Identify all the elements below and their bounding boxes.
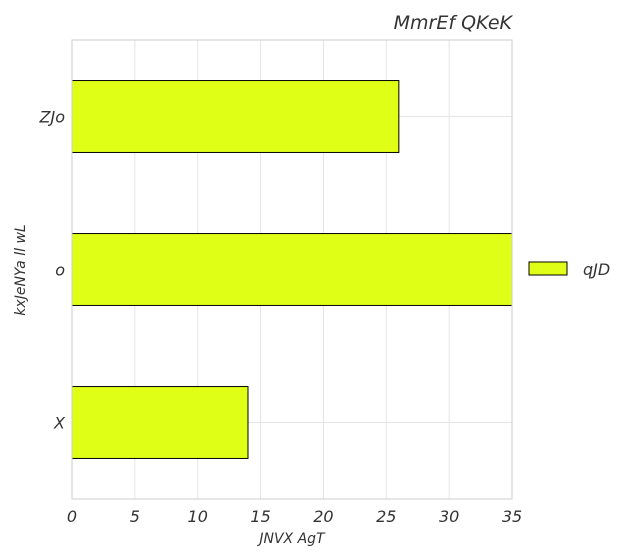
y-axis-label: kxJeNYa ll wL (13, 224, 29, 315)
x-tick-label: 5 (130, 507, 140, 526)
y-tick-labels: ZJo o X (39, 108, 67, 433)
x-tick-label: 25 (376, 507, 396, 526)
chart-title: MmrEf QKeK (394, 12, 514, 34)
x-tick-label: 0 (67, 507, 77, 526)
y-tick-label: X (53, 414, 66, 433)
bar-ZJo (71, 80, 400, 153)
y-tick-label: o (55, 261, 65, 280)
x-tick-label: 10 (188, 507, 208, 526)
legend-swatch (528, 261, 568, 276)
x-tick-label: 35 (502, 507, 522, 526)
x-tick-labels: 0 5 10 15 20 25 30 35 (67, 507, 522, 526)
x-tick-label: 30 (439, 507, 459, 526)
y-tick-label: ZJo (39, 108, 66, 127)
bar-o (71, 233, 513, 306)
legend-label: qJD (583, 260, 610, 279)
x-tick-label: 20 (313, 507, 333, 526)
legend: qJD (528, 260, 610, 279)
x-axis-label: JNVX AgT (256, 531, 326, 547)
x-tick-label: 15 (250, 507, 270, 526)
bar-X (71, 386, 249, 459)
bars (71, 80, 513, 459)
plot-frame (71, 39, 513, 500)
